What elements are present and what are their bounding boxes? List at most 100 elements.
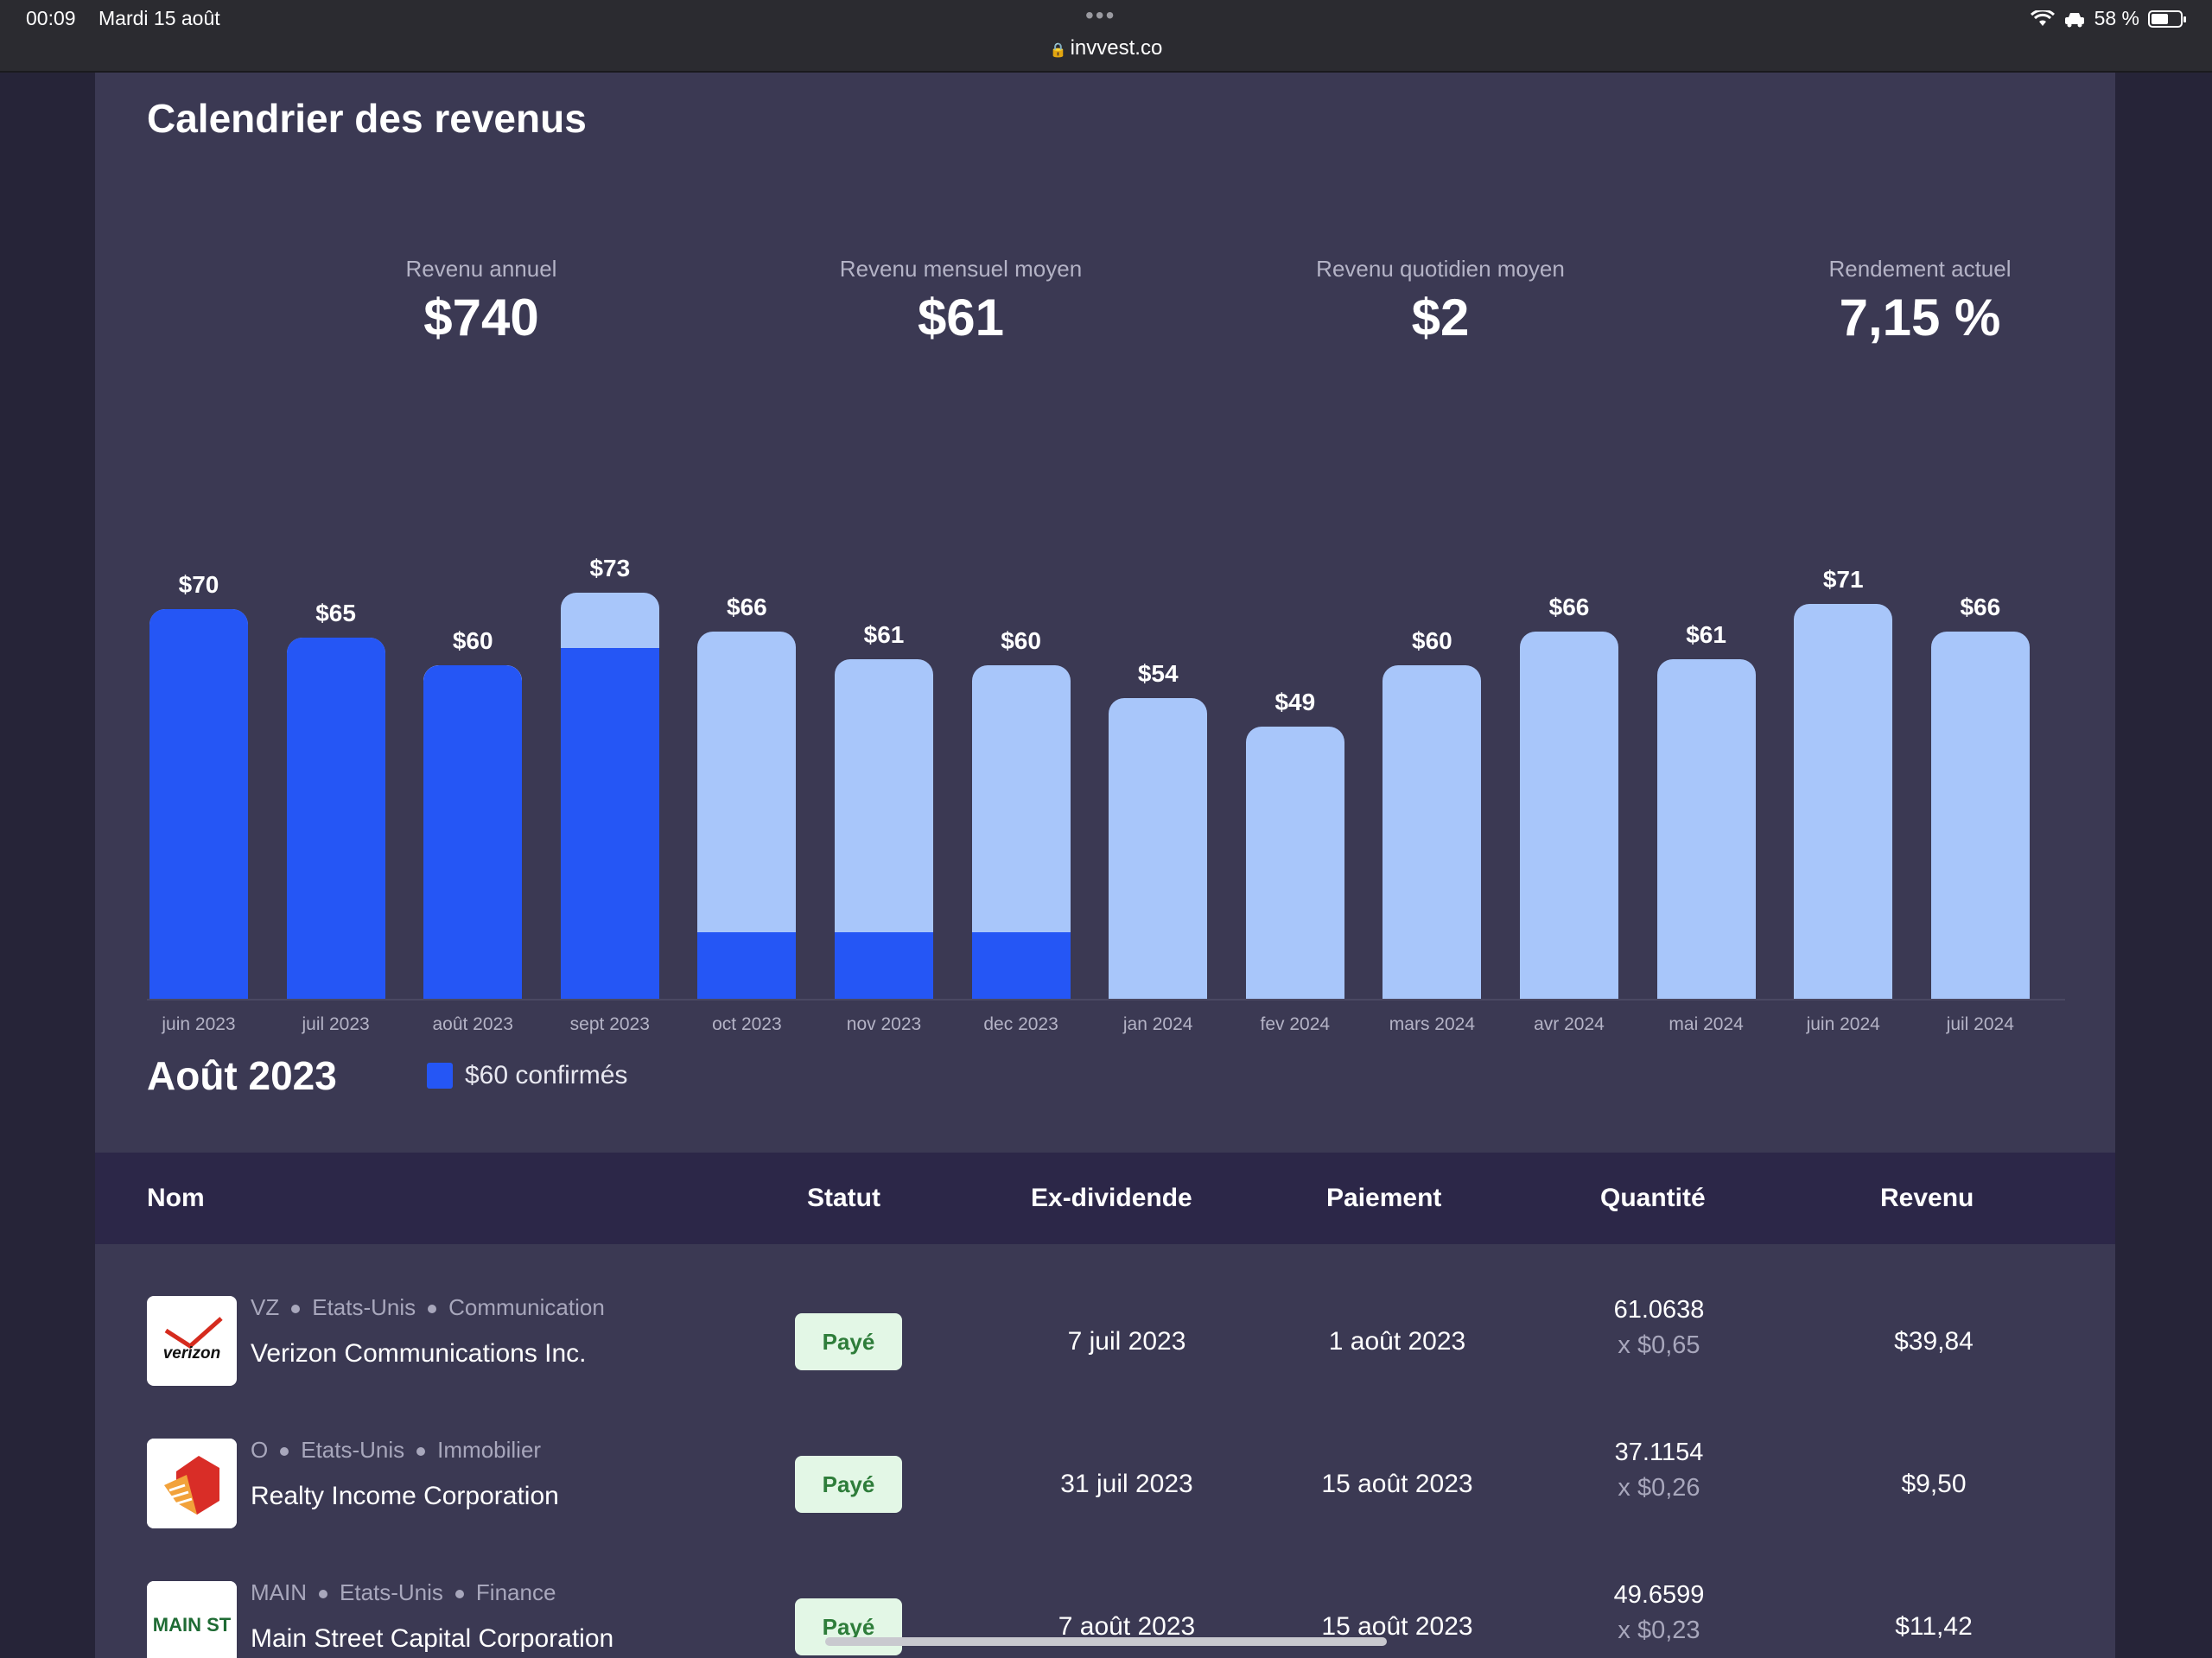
table-row[interactable]: O Etats-Unis Immobilier Realty Income Corp…	[95, 1416, 2115, 1559]
stat-monthly-income: Revenu mensuel moyen $61	[779, 256, 1142, 347]
bar-oct-2023[interactable]	[697, 632, 797, 999]
bar-category-label: dec 2023	[983, 1014, 1058, 1034]
bar-confirmed-segment	[697, 932, 797, 999]
bar-jan-2024[interactable]	[1109, 698, 1208, 999]
bar-confirmed-segment	[149, 609, 248, 999]
bar-category-label: nov 2023	[846, 1014, 922, 1034]
bar-août-2023[interactable]	[423, 665, 523, 999]
bar-value-label: $60	[1412, 627, 1452, 654]
logo-text: MAIN ST	[153, 1614, 232, 1636]
bar-dec-2023[interactable]	[971, 665, 1071, 999]
header-payment[interactable]: Paiement	[1326, 1184, 1442, 1212]
bar-value-label: $61	[863, 621, 905, 648]
bar-category-label: fev 2024	[1260, 1014, 1331, 1034]
ticker: O	[251, 1437, 269, 1463]
table-header: Nom Statut Ex-dividende Paiement Quantit…	[95, 1153, 2115, 1244]
more-dots-icon[interactable]: •••	[1085, 2, 1116, 29]
bar-confirmed-segment	[971, 932, 1071, 999]
bar-value-label: $73	[589, 555, 631, 581]
car-icon	[2064, 12, 2084, 27]
header-status[interactable]: Statut	[807, 1184, 880, 1212]
bar-value-label: $60	[1001, 627, 1041, 654]
bar-juin-2024[interactable]	[1794, 604, 1893, 999]
bar-mars-2024[interactable]	[1382, 665, 1482, 999]
quantity: 49.6599 x $0,23	[1573, 1581, 1745, 1645]
stat-label: Revenu mensuel moyen	[839, 256, 1083, 282]
bar-value-label: $70	[178, 571, 219, 598]
bar-value-label: $49	[1274, 689, 1316, 715]
home-indicator[interactable]	[825, 1637, 1387, 1646]
bar-value-label: $65	[315, 600, 356, 626]
status-badge: Payé	[795, 1598, 902, 1655]
bar-category-label: jan 2024	[1122, 1014, 1193, 1034]
stat-label: Revenu annuel	[405, 256, 557, 282]
logo-text: verizon	[163, 1344, 221, 1363]
bar-avr-2024[interactable]	[1520, 632, 1618, 999]
ex-dividend-date: 31 juil 2023	[1060, 1470, 1193, 1498]
bar-category-label: oct 2023	[712, 1014, 782, 1034]
bar-value-label: $71	[1822, 566, 1864, 593]
stat-current-yield: Rendement actuel 7,15 %	[1738, 256, 2101, 347]
status-badge: Payé	[795, 1456, 902, 1513]
ex-dividend-date: 7 juil 2023	[1067, 1327, 1186, 1356]
lock-icon: 🔒	[1049, 43, 1067, 58]
bar-category-label: juil 2023	[302, 1014, 370, 1034]
company-name[interactable]: Realty Income Corporation	[251, 1482, 559, 1510]
share-count: 61.0638	[1613, 1296, 1705, 1324]
selected-month-title: Août 2023	[147, 1053, 337, 1098]
company-name[interactable]: Verizon Communications Inc.	[251, 1339, 587, 1368]
header-name[interactable]: Nom	[147, 1184, 205, 1212]
table-row[interactable]: MAIN ST MAIN Etats-Unis Finance Main Stree…	[95, 1559, 2115, 1658]
quantity: 61.0638 x $0,65	[1573, 1296, 1745, 1360]
sector: Finance	[475, 1579, 556, 1605]
stat-value: 7,15 %	[1839, 289, 2001, 346]
bar-fev-2024[interactable]	[1245, 727, 1344, 999]
url-text: invvest.co	[1070, 36, 1163, 60]
bar-category-label: juin 2023	[162, 1014, 236, 1034]
stat-daily-income: Revenu quotidien moyen $2	[1259, 256, 1622, 347]
bar-category-label: août 2023	[432, 1014, 513, 1034]
stat-annual-income: Revenu annuel $740	[300, 256, 663, 347]
stat-value: $740	[423, 289, 539, 346]
realty-income-logo	[147, 1439, 237, 1528]
bar-category-label: mars 2024	[1389, 1014, 1475, 1034]
battery-icon	[2148, 10, 2186, 28]
left-margin	[0, 73, 95, 1658]
bar-category-label: juin 2024	[1806, 1014, 1880, 1034]
bar-confirmed-segment	[560, 648, 659, 999]
header-ex-dividend[interactable]: Ex-dividende	[1031, 1184, 1192, 1212]
bar-juil-2024[interactable]	[1930, 632, 2030, 999]
verizon-logo: verizon	[147, 1296, 237, 1386]
stock-meta: VZ Etats-Unis Communication	[251, 1294, 605, 1321]
bar-value-label: $60	[452, 627, 493, 654]
url-bar[interactable]: 🔒 invvest.co	[1020, 36, 1192, 60]
ticker: MAIN	[251, 1579, 307, 1605]
bar-juil-2023[interactable]	[286, 638, 385, 999]
table-row[interactable]: verizon VZ Etats-Unis Communication Verizo…	[95, 1274, 2115, 1416]
payment-date: 1 août 2023	[1328, 1327, 1466, 1356]
share-count: 49.6599	[1613, 1581, 1705, 1609]
ticker: VZ	[251, 1294, 280, 1320]
bar-category-label: juil 2024	[1946, 1014, 2014, 1034]
company-name[interactable]: Main Street Capital Corporation	[251, 1624, 614, 1653]
stat-value: $2	[1411, 289, 1470, 346]
bar-juin-2023[interactable]	[149, 609, 248, 999]
share-count: 37.1154	[1614, 1439, 1704, 1466]
bar-category-label: avr 2024	[1534, 1014, 1605, 1034]
status-bar: 00:09 Mardi 15 août ••• 🔒 invvest.co 58 %	[0, 0, 2212, 73]
header-income[interactable]: Revenu	[1880, 1184, 1974, 1212]
bar-value-label: $66	[727, 594, 767, 620]
income-amount: $11,42	[1895, 1612, 1973, 1641]
bar-sept-2023[interactable]	[560, 593, 659, 999]
legend-label: $60 confirmés	[465, 1061, 628, 1089]
stock-meta: MAIN Etats-Unis Finance	[251, 1579, 556, 1606]
date: Mardi 15 août	[99, 7, 220, 29]
dividend-per-share: x $0,65	[1618, 1331, 1700, 1359]
header-quantity[interactable]: Quantité	[1600, 1184, 1706, 1212]
income-amount: $39,84	[1894, 1327, 1974, 1356]
bar-confirmed-segment	[423, 665, 523, 999]
bar-value-label: $66	[1548, 594, 1590, 620]
battery-percent: 58 %	[2094, 7, 2139, 29]
bar-mai-2024[interactable]	[1656, 659, 1756, 999]
bar-nov-2023[interactable]	[835, 659, 933, 999]
